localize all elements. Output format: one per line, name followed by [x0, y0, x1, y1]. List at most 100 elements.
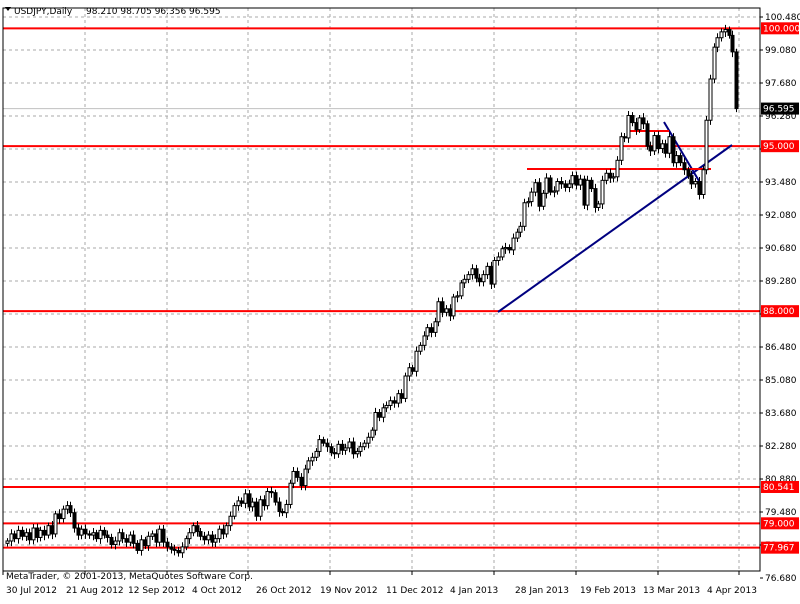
candle-body — [161, 528, 166, 543]
candle-body — [641, 117, 646, 125]
x-tick-label: 30 Jul 2012 — [6, 586, 57, 596]
y-tick-label: 83.680 — [765, 409, 797, 419]
candle-body — [723, 28, 728, 33]
candle-body — [622, 136, 627, 139]
candle-body — [481, 274, 486, 283]
candle-body — [604, 172, 609, 181]
candle-body — [42, 529, 47, 536]
candle-body — [574, 175, 579, 186]
candle-body — [600, 179, 605, 205]
candle-body — [269, 490, 274, 494]
current-price-label: 96.595 — [763, 105, 795, 115]
candle-body — [578, 178, 583, 186]
candle-body — [351, 441, 356, 455]
candle-body — [671, 136, 676, 164]
candle-body — [492, 259, 497, 285]
candle-body — [243, 493, 248, 504]
y-tick-label: 79.480 — [765, 508, 797, 518]
candle-body — [451, 296, 456, 317]
candle-body — [429, 327, 434, 333]
candle-body — [68, 505, 73, 514]
candle-body — [544, 177, 549, 194]
candle-body — [303, 468, 308, 487]
candle-body — [518, 225, 523, 233]
chart-header-symbol: USDJPY,Daily — [14, 7, 73, 17]
candle-body — [381, 407, 386, 418]
candle-body — [139, 539, 144, 551]
candle-body — [105, 534, 110, 538]
candle-body — [466, 274, 471, 280]
candle-body — [455, 295, 460, 298]
y-tick-label: 97.680 — [765, 79, 797, 89]
candle-body — [541, 192, 546, 207]
candle-body — [470, 268, 475, 276]
candle-body — [46, 525, 51, 536]
candle-body — [176, 549, 181, 554]
y-tick-label: 76.680 — [765, 574, 797, 584]
candle-body — [559, 181, 564, 185]
candle-body — [157, 528, 162, 543]
candle-body — [619, 136, 624, 161]
candle-body — [124, 538, 129, 543]
candle-body — [548, 177, 553, 193]
candle-body — [522, 202, 527, 227]
y-tick-label: 82.280 — [765, 442, 797, 452]
x-tick-label: 19 Nov 2012 — [320, 586, 378, 596]
candle-body — [403, 375, 408, 399]
chart-menu-arrow-icon[interactable] — [5, 7, 11, 11]
candle-body — [38, 529, 43, 538]
candle-body — [459, 282, 464, 297]
level-label-box — [761, 140, 799, 153]
candle-body — [734, 51, 739, 110]
candle-body — [273, 492, 278, 503]
candle-body — [477, 277, 482, 283]
candle-body — [61, 508, 66, 520]
candle-body — [444, 308, 449, 313]
candle-body — [615, 159, 620, 178]
candle-body — [377, 412, 382, 418]
candle-body — [131, 534, 136, 544]
y-tick-label: 100.480 — [765, 13, 800, 23]
candle-body — [589, 179, 594, 190]
candle-body — [693, 181, 698, 185]
candle-body — [213, 538, 218, 543]
candle-body — [232, 505, 237, 517]
candle-body — [98, 529, 103, 540]
candle-body — [563, 183, 568, 188]
candle-body — [433, 321, 438, 333]
candle-body — [496, 256, 501, 261]
x-tick-label: 13 Mar 2013 — [643, 586, 700, 596]
candle-body — [347, 441, 352, 449]
y-tick-label: 89.280 — [765, 277, 797, 287]
candle-body — [555, 181, 560, 192]
candle-body — [195, 525, 200, 533]
level-label-box — [761, 305, 799, 318]
candle-body — [362, 442, 367, 448]
candle-body — [83, 528, 88, 535]
candle-body — [608, 172, 613, 179]
level-label: 79.000 — [763, 519, 795, 529]
candle-body — [570, 175, 575, 185]
candle-body — [462, 278, 467, 284]
candle-body — [332, 452, 337, 455]
candle-body — [552, 190, 557, 193]
candle-body — [265, 490, 270, 507]
candle-body — [291, 470, 296, 484]
candle-body — [165, 541, 170, 548]
candle-body — [585, 179, 590, 206]
candle-body — [727, 28, 732, 36]
candle-body — [474, 268, 479, 279]
candle-body — [388, 400, 393, 406]
candle-body — [277, 501, 282, 513]
candle-body — [526, 201, 531, 204]
candle-body — [366, 436, 371, 444]
x-tick-label: 28 Jan 2013 — [515, 586, 569, 596]
candle-body — [325, 442, 330, 448]
candle-body — [180, 546, 185, 554]
candle-body — [704, 119, 709, 171]
candle-body — [652, 135, 657, 152]
candle-body — [299, 476, 304, 487]
candle-body — [135, 542, 140, 551]
candle-body — [656, 135, 661, 150]
